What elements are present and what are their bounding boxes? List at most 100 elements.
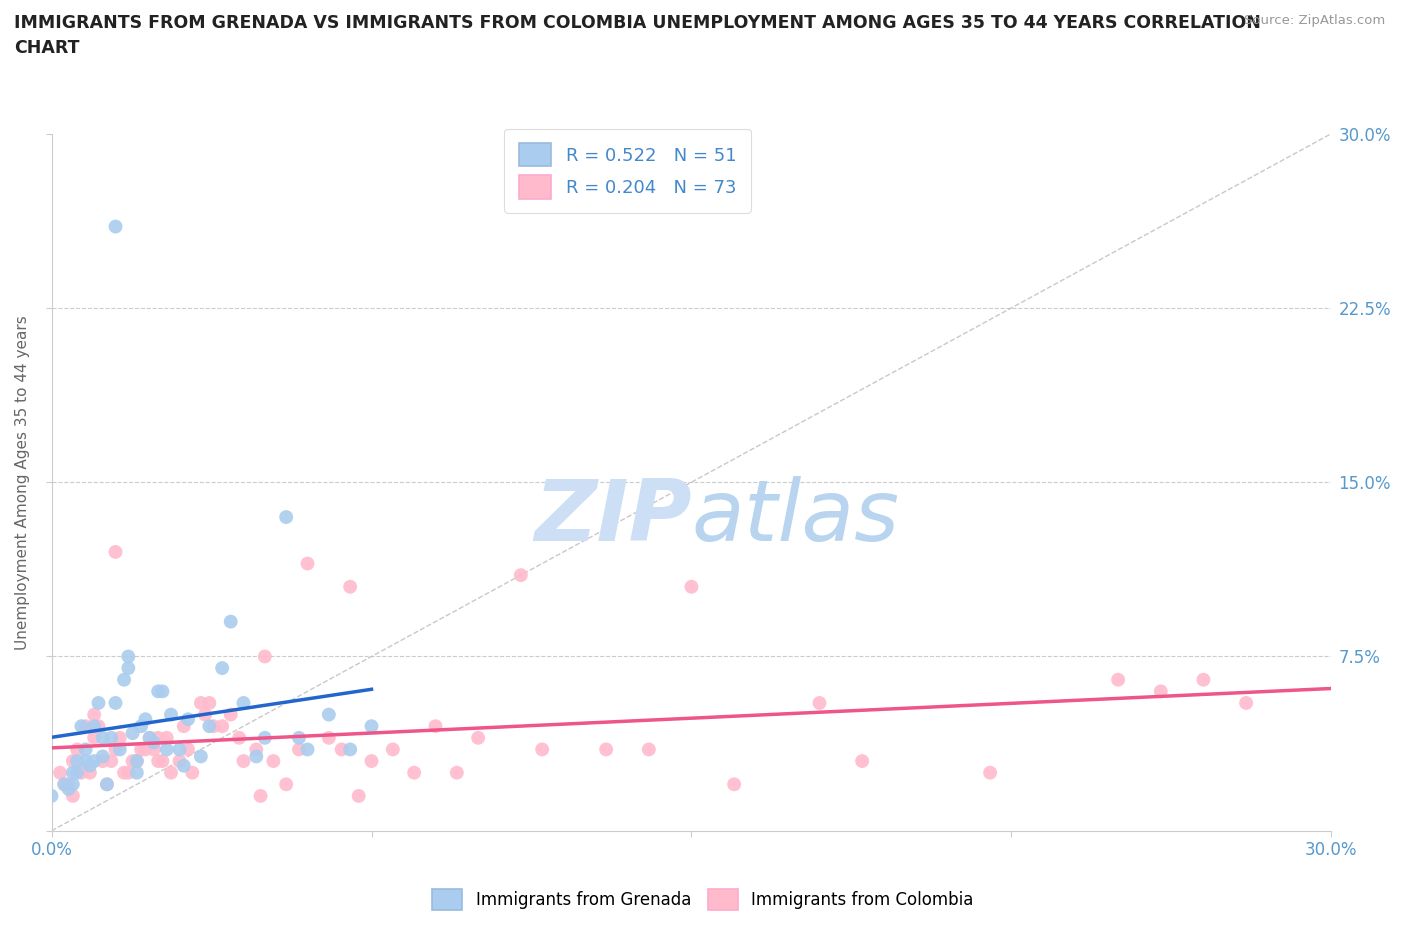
Point bbox=[851, 753, 873, 768]
Point bbox=[245, 742, 267, 757]
Point bbox=[83, 753, 105, 768]
Point bbox=[100, 753, 122, 768]
Point bbox=[83, 707, 105, 722]
Point bbox=[211, 719, 233, 734]
Point bbox=[62, 777, 84, 791]
Point bbox=[138, 730, 160, 745]
Point bbox=[125, 753, 148, 768]
Point bbox=[53, 777, 76, 791]
Point bbox=[91, 749, 114, 764]
Point bbox=[979, 765, 1001, 780]
Point bbox=[808, 696, 831, 711]
Point bbox=[425, 719, 447, 734]
Point bbox=[152, 684, 174, 698]
Point bbox=[330, 742, 353, 757]
Point bbox=[41, 789, 63, 804]
Point bbox=[228, 730, 250, 745]
Text: IMMIGRANTS FROM GRENADA VS IMMIGRANTS FROM COLOMBIA UNEMPLOYMENT AMONG AGES 35 T: IMMIGRANTS FROM GRENADA VS IMMIGRANTS FR… bbox=[14, 14, 1261, 57]
Point bbox=[723, 777, 745, 791]
Point bbox=[91, 730, 114, 745]
Point bbox=[75, 719, 97, 734]
Point bbox=[219, 614, 242, 629]
Point bbox=[339, 742, 361, 757]
Point bbox=[129, 742, 152, 757]
Point bbox=[83, 719, 105, 734]
Point bbox=[446, 765, 468, 780]
Point bbox=[104, 742, 127, 757]
Point bbox=[198, 719, 221, 734]
Point bbox=[318, 730, 340, 745]
Point bbox=[181, 765, 204, 780]
Point bbox=[100, 730, 122, 745]
Point bbox=[121, 753, 143, 768]
Point bbox=[177, 742, 200, 757]
Point bbox=[297, 742, 319, 757]
Point bbox=[62, 789, 84, 804]
Point bbox=[70, 719, 93, 734]
Point bbox=[160, 707, 183, 722]
Point bbox=[104, 544, 127, 559]
Point bbox=[96, 777, 118, 791]
Point bbox=[194, 707, 217, 722]
Point bbox=[288, 730, 311, 745]
Point bbox=[121, 725, 143, 740]
Point bbox=[148, 753, 170, 768]
Point bbox=[276, 510, 298, 525]
Point bbox=[467, 730, 489, 745]
Point bbox=[253, 730, 276, 745]
Point bbox=[138, 730, 160, 745]
Point bbox=[288, 742, 311, 757]
Point bbox=[125, 753, 148, 768]
Point bbox=[249, 789, 271, 804]
Point bbox=[190, 696, 212, 711]
Point bbox=[104, 696, 127, 711]
Point bbox=[75, 742, 97, 757]
Point bbox=[152, 753, 174, 768]
Point bbox=[531, 742, 554, 757]
Point bbox=[198, 696, 221, 711]
Point bbox=[156, 730, 179, 745]
Point bbox=[297, 556, 319, 571]
Point bbox=[117, 660, 139, 675]
Point bbox=[108, 742, 131, 757]
Point bbox=[360, 719, 382, 734]
Point bbox=[232, 696, 254, 711]
Point bbox=[148, 684, 170, 698]
Point bbox=[62, 765, 84, 780]
Point bbox=[104, 219, 127, 234]
Point bbox=[1107, 672, 1129, 687]
Point bbox=[66, 765, 89, 780]
Point bbox=[79, 765, 101, 780]
Point bbox=[117, 649, 139, 664]
Legend: Immigrants from Grenada, Immigrants from Colombia: Immigrants from Grenada, Immigrants from… bbox=[426, 883, 980, 917]
Point bbox=[509, 567, 531, 582]
Point bbox=[70, 765, 93, 780]
Point bbox=[381, 742, 404, 757]
Point bbox=[156, 742, 179, 757]
Point bbox=[1150, 684, 1173, 698]
Point bbox=[87, 719, 110, 734]
Legend: R = 0.522   N = 51, R = 0.204   N = 73: R = 0.522 N = 51, R = 0.204 N = 73 bbox=[505, 128, 751, 213]
Point bbox=[276, 777, 298, 791]
Point bbox=[79, 758, 101, 773]
Point bbox=[160, 765, 183, 780]
Point bbox=[202, 719, 225, 734]
Point bbox=[232, 753, 254, 768]
Point bbox=[347, 789, 370, 804]
Y-axis label: Unemployment Among Ages 35 to 44 years: Unemployment Among Ages 35 to 44 years bbox=[15, 315, 30, 649]
Point bbox=[53, 777, 76, 791]
Point bbox=[262, 753, 284, 768]
Point bbox=[142, 742, 165, 757]
Point bbox=[83, 730, 105, 745]
Point bbox=[219, 707, 242, 722]
Point bbox=[58, 777, 80, 791]
Point bbox=[681, 579, 703, 594]
Point bbox=[112, 672, 135, 687]
Point bbox=[360, 753, 382, 768]
Point bbox=[117, 765, 139, 780]
Point bbox=[173, 758, 195, 773]
Point bbox=[637, 742, 659, 757]
Point bbox=[134, 742, 156, 757]
Point bbox=[58, 781, 80, 796]
Point bbox=[125, 765, 148, 780]
